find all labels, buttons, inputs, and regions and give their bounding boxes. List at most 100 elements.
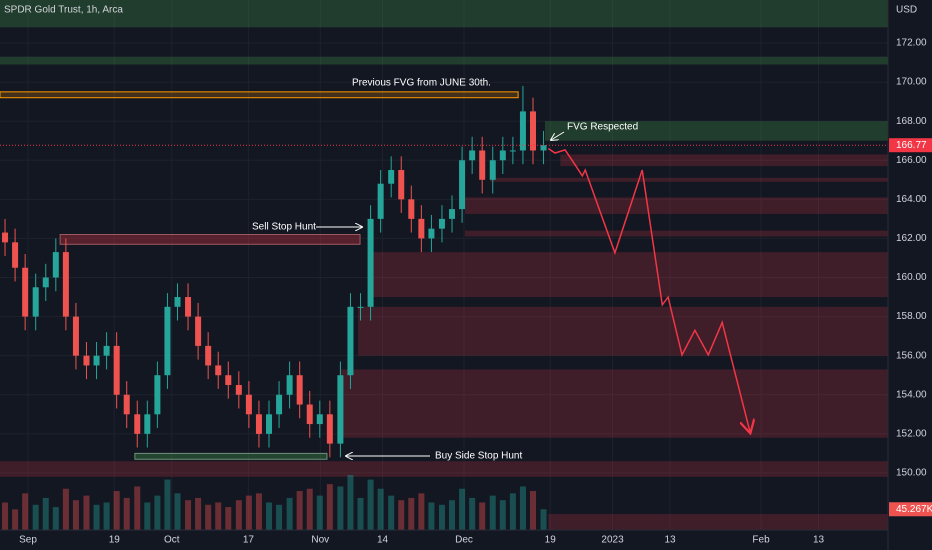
volume-bar <box>72 500 79 530</box>
volume-bar <box>357 497 364 530</box>
x-tick-label: Feb <box>752 535 770 546</box>
volume-bar <box>134 486 141 530</box>
candle-body <box>489 160 496 180</box>
volume-bar <box>438 504 445 530</box>
volume-label: 45.267K <box>896 504 932 515</box>
last-price-tag <box>889 138 932 153</box>
annotation-arrow <box>551 131 565 140</box>
volume-bar <box>509 493 516 530</box>
zone <box>0 56 888 65</box>
candle-body <box>316 414 323 425</box>
candle-body <box>388 170 395 184</box>
candle-body <box>306 404 313 425</box>
volume-bar <box>235 500 242 530</box>
overlay <box>0 144 888 432</box>
zone <box>490 177 888 182</box>
candle-body <box>42 277 49 288</box>
candle-body <box>144 414 151 434</box>
zone <box>59 234 361 245</box>
volume-bar <box>398 500 405 530</box>
volume-bar <box>164 479 171 530</box>
zone <box>358 306 889 356</box>
y-tick-label: 160.00 <box>896 272 927 283</box>
volume-bar <box>185 500 192 530</box>
volume-bar <box>245 495 252 530</box>
x-tick-label: Nov <box>311 535 329 546</box>
volume-bar <box>52 507 59 530</box>
zone <box>0 0 888 28</box>
volume-bar <box>326 484 333 530</box>
zone <box>544 121 888 141</box>
volume-bar <box>540 509 547 530</box>
volume-bar <box>519 486 526 530</box>
volume-bar <box>449 500 456 530</box>
candle-body <box>103 345 110 356</box>
projection-line <box>547 147 750 432</box>
zone <box>339 369 889 438</box>
last-price-label: 166.77 <box>896 140 927 151</box>
y-tick-label: 166.00 <box>896 155 927 166</box>
candle-body <box>195 316 202 346</box>
volume-bar <box>337 486 344 530</box>
volume-bar <box>83 495 90 530</box>
candle-body <box>499 150 506 161</box>
candle-body <box>408 199 415 219</box>
volume-bar <box>276 504 283 530</box>
zone <box>134 452 328 460</box>
y-tick-label: 170.00 <box>896 77 927 88</box>
candle-body <box>449 209 456 219</box>
candle-body <box>469 150 476 161</box>
volume-bar <box>103 502 110 530</box>
volume-bar <box>154 495 161 530</box>
candle-body <box>22 267 29 317</box>
volume-bar <box>367 479 374 530</box>
zone <box>464 230 888 237</box>
candle-body <box>459 160 466 210</box>
candle-body <box>235 384 242 395</box>
candle-body <box>519 111 526 151</box>
volume-bar <box>347 475 354 530</box>
y-tick-label: 150.00 <box>896 468 927 479</box>
volume-bar <box>12 509 19 530</box>
volume-bar <box>174 493 181 530</box>
candle-body <box>509 150 516 152</box>
zone <box>548 513 888 530</box>
y-tick-label: 158.00 <box>896 311 927 322</box>
volume-bar <box>255 493 262 530</box>
y-tick-label: 156.00 <box>896 350 927 361</box>
candle-body <box>32 287 39 317</box>
x-tick-label: 2023 <box>601 535 624 546</box>
candle-body <box>438 218 445 229</box>
volume-bar <box>113 491 120 530</box>
x-tick-label: Oct <box>164 535 180 546</box>
candle-body <box>357 306 364 308</box>
candle-body <box>479 150 486 180</box>
candle-body <box>398 170 405 200</box>
candle-body <box>296 375 303 405</box>
volume-bar <box>22 493 29 530</box>
candle-body <box>428 228 435 239</box>
candle-body <box>154 375 161 415</box>
x-tick-label: 13 <box>813 535 825 546</box>
annotation: FVG Respected <box>567 122 638 133</box>
volume-bar <box>469 497 476 530</box>
volume-bar <box>205 504 212 530</box>
zones <box>0 0 889 530</box>
grid <box>0 0 888 530</box>
volume-bar <box>499 500 506 530</box>
volume-bar <box>316 495 323 530</box>
zone <box>0 461 888 477</box>
zone <box>560 154 888 167</box>
candle-body <box>113 345 120 395</box>
volume-bar <box>479 502 486 530</box>
candle-body <box>164 306 171 376</box>
candle-body <box>12 242 19 268</box>
x-tick-label: 14 <box>377 535 389 546</box>
candle-body <box>215 365 222 376</box>
annotation: Previous FVG from JUNE 30th. <box>352 78 491 89</box>
candle-body <box>245 394 252 415</box>
candles <box>2 85 547 458</box>
currency: USD <box>896 5 917 16</box>
chart-title: SPDR Gold Trust, 1h, Arca <box>4 5 123 16</box>
